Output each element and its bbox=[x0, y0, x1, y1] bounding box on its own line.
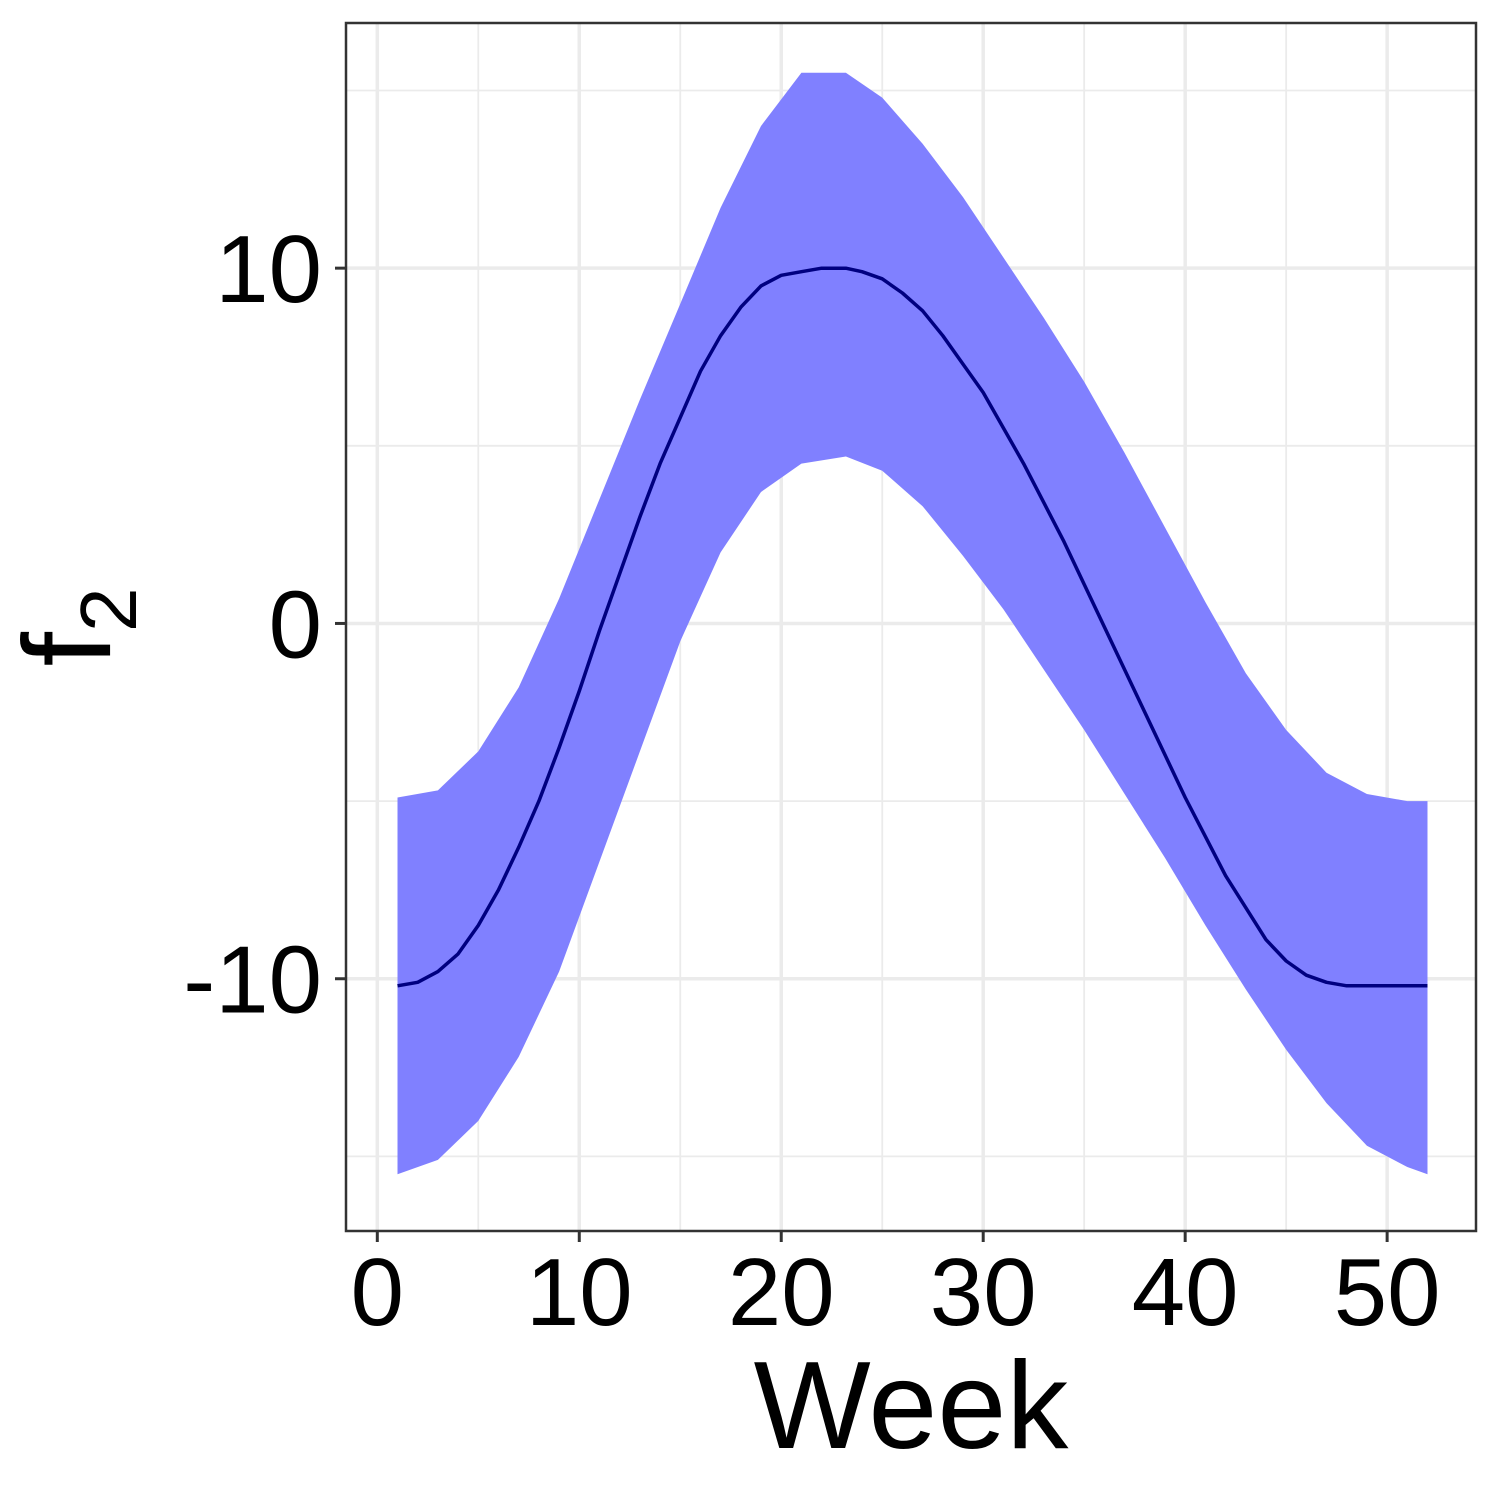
x-tick-label: 0 bbox=[351, 1239, 404, 1346]
x-tick-label: 20 bbox=[728, 1239, 835, 1346]
x-axis-title: Week bbox=[754, 1337, 1070, 1475]
y-tick-label: -10 bbox=[183, 927, 322, 1034]
x-tick-label: 30 bbox=[930, 1239, 1037, 1346]
data-layer bbox=[397, 72, 1428, 1175]
y-axis-title-subscript: 2 bbox=[64, 588, 153, 633]
y-tick-label: 10 bbox=[215, 216, 322, 323]
series-line bbox=[397, 266, 1428, 988]
y-axis-title-base: f bbox=[0, 631, 137, 666]
x-tick-label: 10 bbox=[526, 1239, 633, 1346]
x-tick-label: 50 bbox=[1334, 1239, 1441, 1346]
y-axis-title: f2 bbox=[0, 588, 153, 667]
x-tick-label: 40 bbox=[1132, 1239, 1239, 1346]
y-tick-label: 0 bbox=[269, 571, 322, 678]
axis-layer: 0 10 20 30 40 50 -10 0 10 bbox=[183, 216, 1440, 1346]
panel-border bbox=[344, 21, 1478, 1233]
